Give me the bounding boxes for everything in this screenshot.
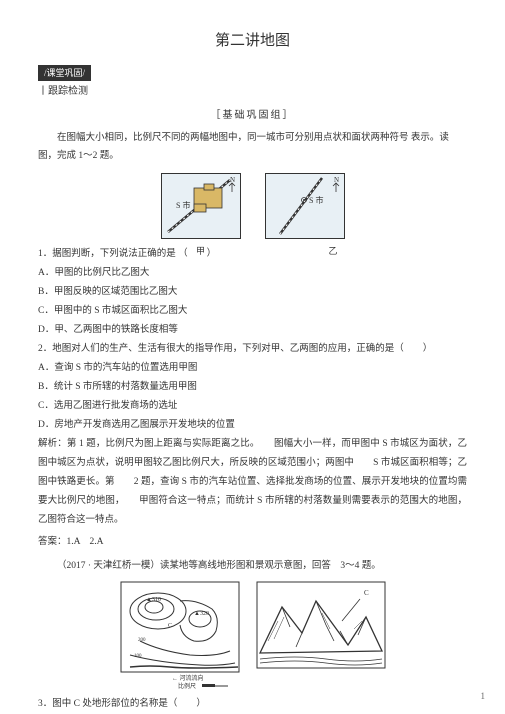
contour-map: ▲310 ▲320 C 200 100 ← 河流流向 比例尺: [120, 581, 240, 691]
svg-text:← 河流流向: ← 河流流向: [172, 674, 204, 682]
q2-option-b: B．统计 S 市所辖的村落数量选用甲图: [38, 378, 467, 397]
svg-text:S 市: S 市: [176, 200, 190, 210]
q2-option-d: D．房地产开发商选用乙图展示开发地块的位置: [38, 416, 467, 435]
map-jia: S 市 N 甲: [161, 173, 241, 239]
q1-option-b: B．甲图反映的区域范围比乙图大: [38, 283, 467, 302]
q2-option-a: A．查询 S 市的汽车站的位置选用甲图: [38, 359, 467, 378]
q2-stem: 2．地图对人们的生产、生活有很大的指导作用，下列对甲、乙两图的应用，正确的是（ …: [38, 340, 467, 359]
group-label: ［基础巩固组］: [38, 107, 467, 125]
map-yi: S 市 N 乙: [265, 173, 345, 239]
landscape-sketch: C: [256, 581, 386, 669]
analysis-text: 解析：第 1 题，比例尺为图上距离与实际距离之比。 图幅大小一样，而甲图中 S …: [38, 435, 467, 530]
page-number: 1: [481, 688, 486, 704]
map-yi-label: 乙: [266, 243, 344, 259]
answer-text: 答案：1.A 2.A: [38, 534, 467, 551]
q1-option-c: C．甲图中的 S 市城区面积比乙图大: [38, 302, 467, 321]
q1-option-d: D．甲、乙两图中的铁路长度相等: [38, 321, 467, 340]
map-figures-row: S 市 N 甲 S 市 N 乙: [38, 173, 467, 239]
source-line: （2017 · 天津红桥一模）读某地等高线地形图和景观示意图，回答 3～4 题。: [38, 557, 467, 575]
svg-text:N: N: [230, 176, 235, 184]
q1-option-a: A．甲图的比例尺比乙图大: [38, 264, 467, 283]
svg-text:▲310: ▲310: [146, 597, 161, 603]
svg-text:100: 100: [134, 654, 142, 659]
map-jia-label: 甲: [162, 243, 240, 259]
section-tag: /课堂巩固/: [38, 65, 91, 81]
svg-text:S 市: S 市: [309, 195, 323, 205]
page-title: 第二讲地图: [38, 28, 467, 55]
svg-text:C: C: [364, 589, 369, 597]
svg-text:N: N: [334, 176, 339, 184]
contour-figures-row: ▲310 ▲320 C 200 100 ← 河流流向 比例尺 C: [38, 581, 467, 691]
svg-text:200: 200: [138, 638, 146, 643]
svg-text:比例尺: 比例尺: [178, 682, 196, 690]
intro-paragraph: 在图幅大小相同，比例尺不同的两幅地图中，同一城市可分别用点状和面状两种符号 表示…: [38, 129, 467, 165]
q1-stem: 1．据图判断，下列说法正确的是 （ ）: [38, 245, 467, 264]
map-jia-svg: S 市 N: [162, 174, 240, 238]
q2-option-c: C．选用乙图进行批发商场的选址: [38, 397, 467, 416]
q3-stem: 3．图中 C 处地形部位的名称是（ ）: [38, 695, 467, 714]
sub-heading: 丨跟踪检测: [38, 83, 467, 101]
map-yi-svg: S 市 N: [266, 174, 344, 238]
svg-text:▲320: ▲320: [194, 611, 209, 617]
tag-row: /课堂巩固/: [38, 65, 467, 83]
svg-text:C: C: [168, 623, 172, 629]
